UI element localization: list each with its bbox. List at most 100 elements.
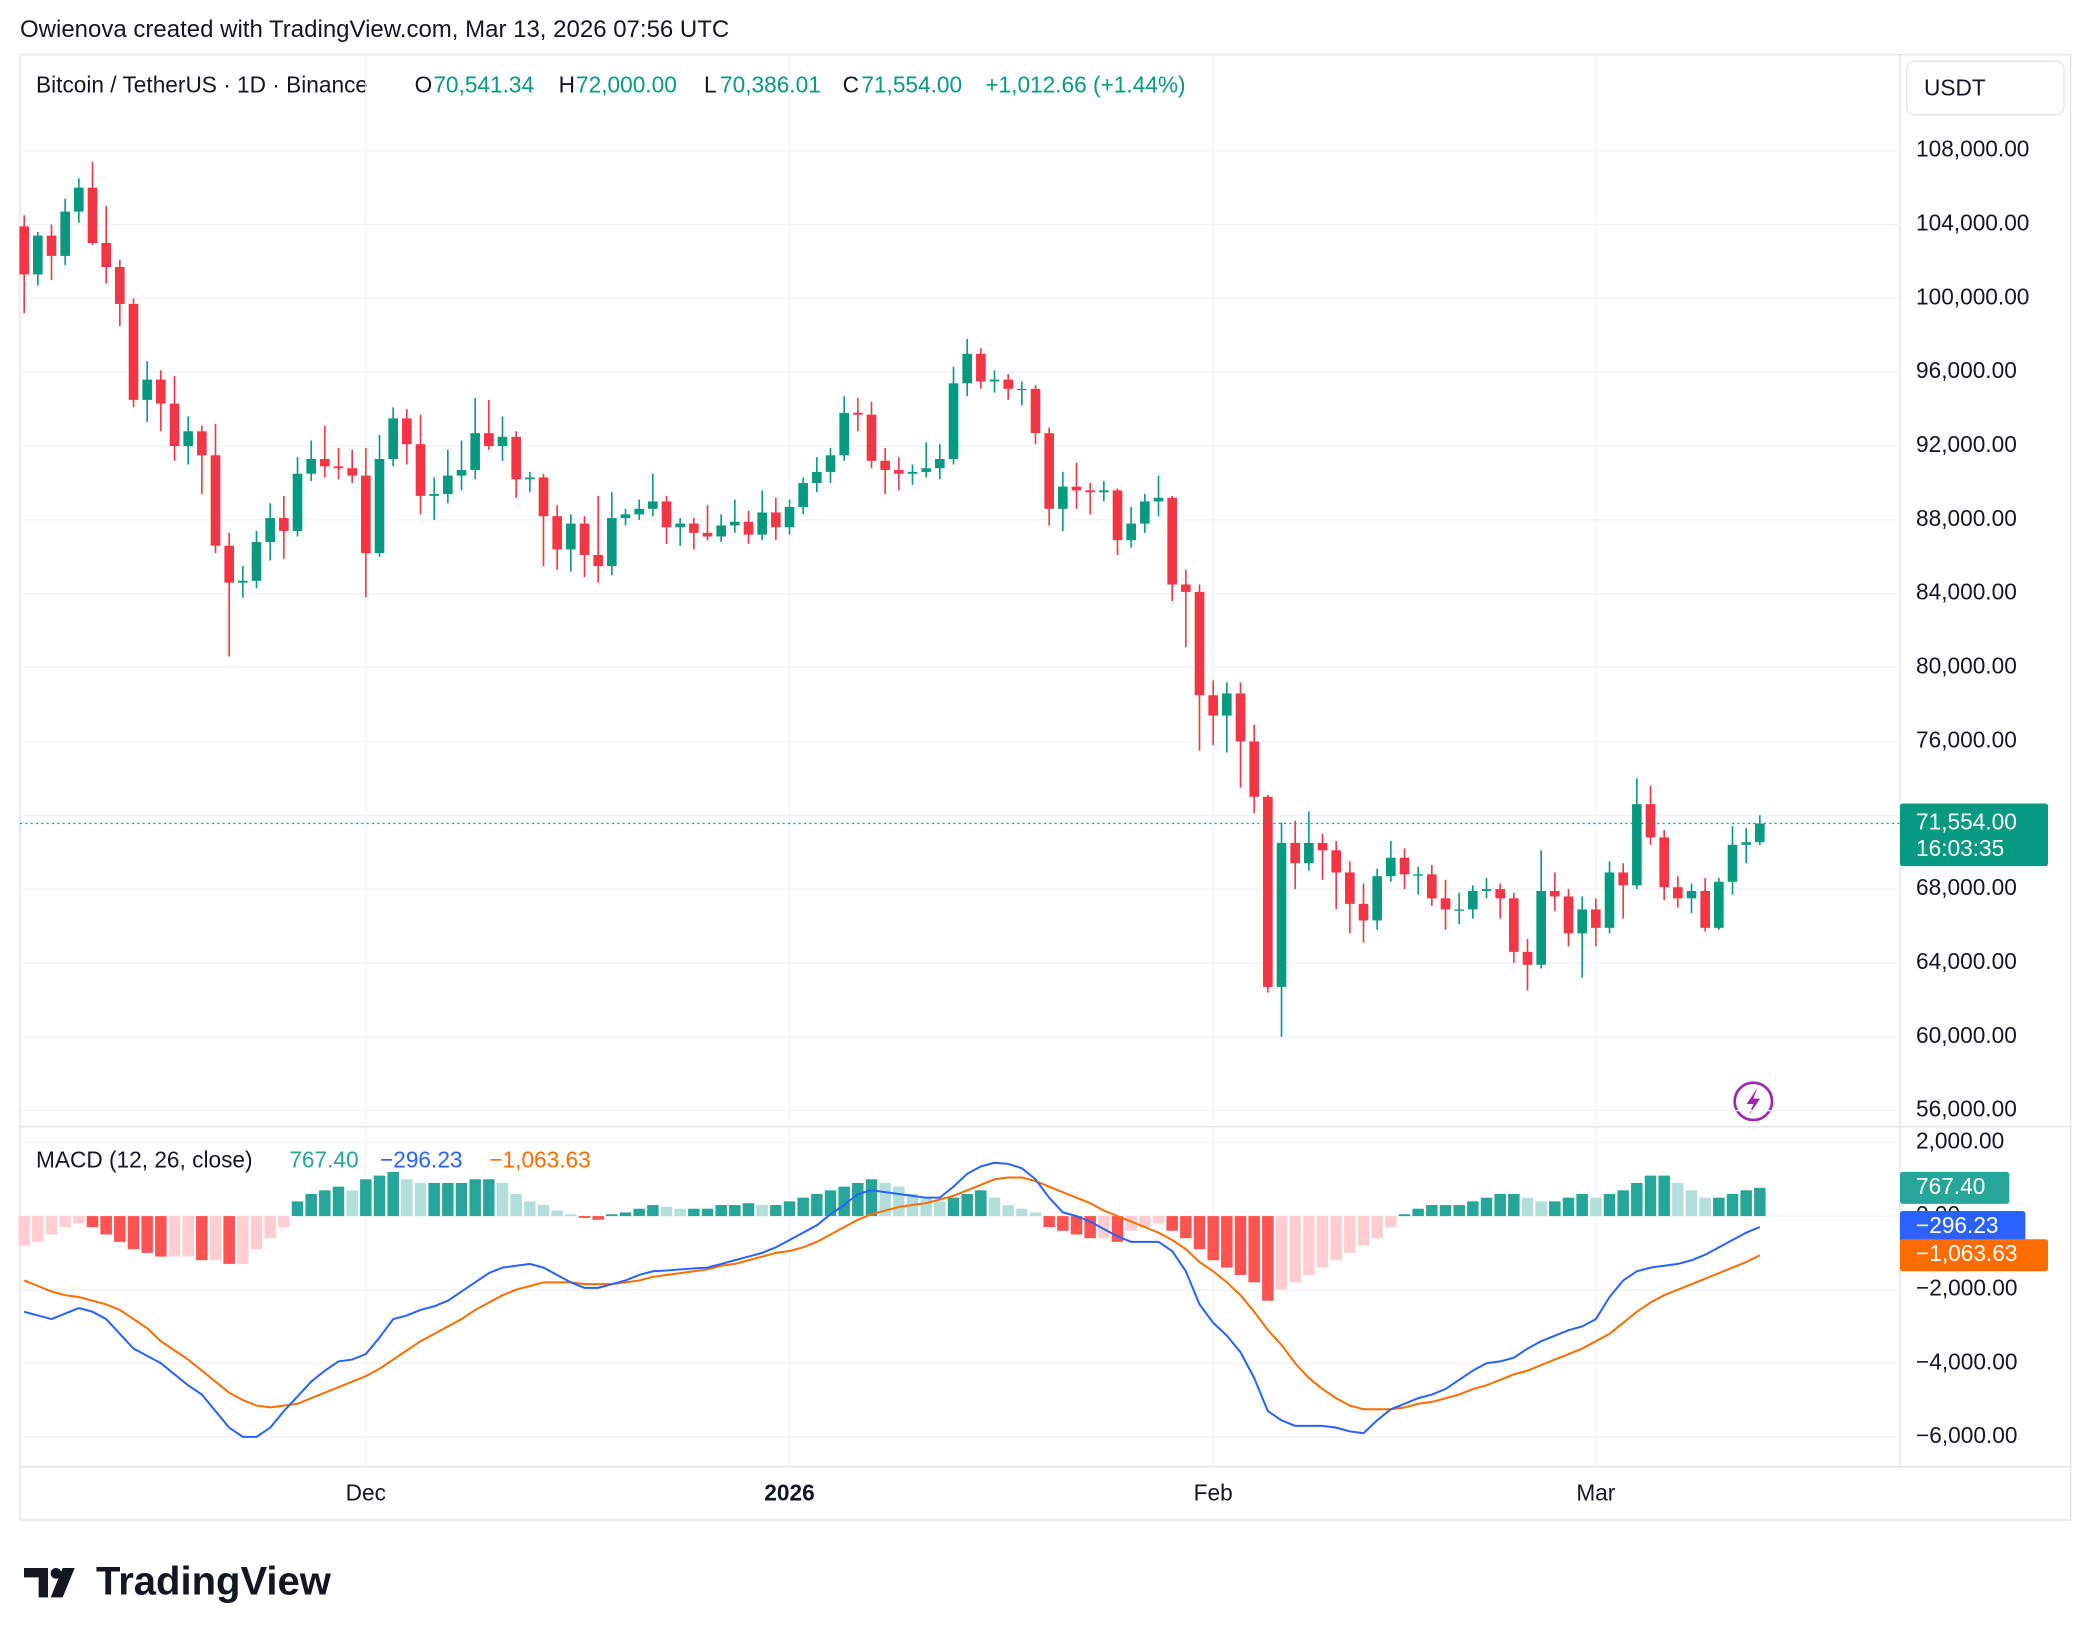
alert-bolt[interactable]	[1746, 1088, 1760, 1115]
y-tick-label: 60,000.00	[1916, 1022, 2017, 1048]
histogram-bar	[1521, 1197, 1534, 1217]
histogram-bar	[1576, 1194, 1588, 1217]
x-tick-label: 2026	[764, 1480, 814, 1506]
histogram-bar	[86, 1216, 99, 1228]
candle-body	[866, 414, 877, 461]
histogram-bar	[756, 1205, 768, 1217]
candle-body	[361, 475, 371, 554]
y-tick-label: 76,000.00	[1916, 726, 2017, 752]
candle-body	[443, 475, 453, 495]
candle-body	[1194, 591, 1205, 696]
histogram-bar	[401, 1179, 413, 1217]
candle-body	[661, 501, 672, 528]
histogram-bar	[1344, 1216, 1356, 1253]
histogram-bar	[688, 1208, 700, 1217]
candle-body	[1550, 890, 1560, 897]
currency-button[interactable]	[1906, 60, 2065, 116]
histogram-bar	[1357, 1216, 1370, 1246]
histogram-bar	[1262, 1216, 1274, 1301]
histogram-bar	[811, 1194, 823, 1217]
histogram-bar	[1644, 1175, 1657, 1217]
candle-body	[156, 379, 166, 404]
histogram-bar	[291, 1201, 304, 1217]
candle-body	[1140, 501, 1150, 524]
candle-body	[1276, 842, 1287, 987]
histogram-bar	[934, 1201, 946, 1217]
candle-body	[1645, 804, 1656, 838]
histogram-bar	[18, 1216, 30, 1246]
candle-body	[989, 379, 1000, 382]
histogram-bar	[674, 1208, 686, 1217]
y-tick-label: 80,000.00	[1916, 653, 2017, 679]
y-tick-label: 64,000.00	[1916, 948, 2017, 974]
candle-body	[224, 545, 234, 583]
candle-body	[1454, 909, 1464, 911]
candle-body	[853, 412, 863, 415]
candle-body	[74, 187, 84, 212]
histogram-bar	[45, 1216, 58, 1235]
currency-label[interactable]: USDT	[1924, 74, 1986, 100]
histogram-bar	[1221, 1216, 1233, 1268]
macd-legend: −296.23	[380, 1146, 463, 1172]
logo: TradingView	[24, 1560, 332, 1604]
histogram-bar	[1180, 1216, 1192, 1239]
candle-body	[1659, 837, 1669, 888]
histogram-bar	[1508, 1194, 1520, 1217]
histogram-bar	[387, 1171, 399, 1217]
candle-body	[757, 512, 767, 535]
candle-body	[607, 518, 617, 567]
candle-body	[115, 266, 125, 304]
histogram-bar	[1248, 1216, 1260, 1283]
histogram-bar	[250, 1216, 263, 1250]
candle-body	[1509, 898, 1519, 952]
histogram-bar	[797, 1197, 809, 1217]
histogram-bar	[1371, 1216, 1383, 1239]
histogram-bar	[1275, 1216, 1288, 1290]
histogram-bar	[1453, 1205, 1465, 1217]
histogram-bar	[1084, 1216, 1096, 1239]
candle-body	[730, 521, 740, 526]
histogram-bar	[223, 1216, 235, 1264]
histogram-bar	[332, 1186, 345, 1217]
candle-body	[429, 494, 439, 496]
candle-body	[566, 523, 576, 550]
candle-body	[1358, 903, 1369, 921]
last-price-label: 71,554.00	[1916, 808, 2017, 834]
histogram-bar	[278, 1216, 290, 1228]
histogram-bar	[1603, 1194, 1616, 1217]
alert-icon[interactable]	[1733, 1081, 1774, 1122]
candle-body	[484, 433, 494, 447]
histogram-bar	[1672, 1182, 1684, 1217]
histogram-bar	[1016, 1208, 1028, 1217]
candle-body	[1755, 823, 1765, 843]
candle-body	[1591, 909, 1601, 928]
histogram-bar	[319, 1190, 331, 1217]
histogram-bar	[660, 1206, 673, 1217]
histogram-bar	[1658, 1175, 1670, 1217]
histogram-bar	[496, 1182, 509, 1217]
logo-dot	[50, 1568, 62, 1579]
candle-body	[1058, 486, 1068, 509]
candle-body	[620, 514, 631, 519]
histogram-badge	[1900, 1171, 2010, 1204]
histogram-bar	[770, 1205, 782, 1217]
signal-legend: −1,063.63	[489, 1146, 590, 1172]
histogram-bar	[551, 1210, 563, 1217]
legend-key: L	[704, 72, 717, 98]
candle-body	[812, 471, 822, 483]
candle-body	[33, 235, 43, 275]
legend-value: 72,000.00	[576, 72, 677, 98]
signal-line	[23, 1176, 1761, 1411]
histogram-bar	[1685, 1190, 1698, 1217]
candle-body	[880, 460, 890, 471]
candle-body	[1167, 497, 1177, 585]
y-tick-label: 56,000.00	[1916, 1096, 2017, 1122]
candle-body	[1249, 741, 1259, 797]
candle-body	[743, 521, 754, 535]
candle-body	[1495, 889, 1505, 899]
candle-body	[525, 477, 535, 480]
histogram-bar	[1234, 1216, 1247, 1275]
histogram-bar	[1385, 1216, 1397, 1228]
histogram-bar	[59, 1216, 71, 1228]
